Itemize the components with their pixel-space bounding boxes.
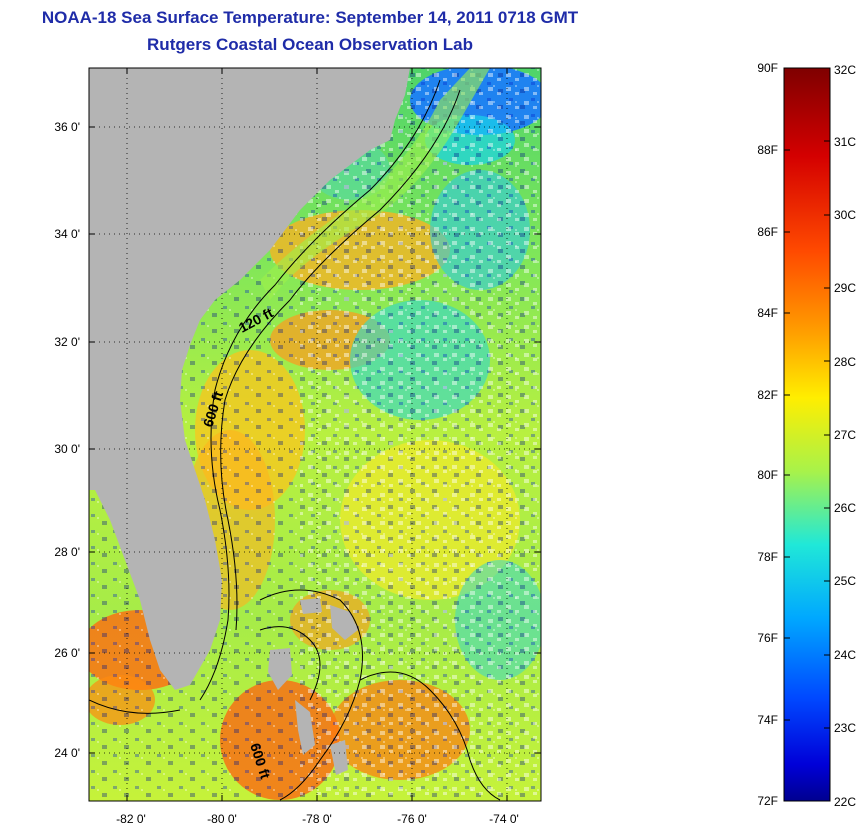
map-content: 120 ft 600 ft 600 ft [89,68,541,801]
lat-label: 36 0' [54,120,80,134]
bathymetry-contours [89,79,501,801]
latitude-labels: 36 0' 34 0' 32 0' 30 0' 28 0' 26 0' 24 0… [54,120,80,760]
lat-label: 26 0' [54,646,80,660]
colorbar-ramp [784,68,830,801]
colorbar-f-label: 90F [757,61,778,75]
colorbar-c-label: 32C [834,63,856,77]
lon-label: -80 0' [207,812,237,826]
colorbar-f-label: 72F [757,794,778,808]
colorbar-c-label: 25C [834,574,856,588]
colorbar-f-label: 86F [757,225,778,239]
colorbar-f-label: 74F [757,713,778,727]
lat-label: 24 0' [54,746,80,760]
colorbar-c-label: 23C [834,721,856,735]
colorbar-f-label: 78F [757,550,778,564]
colorbar-f-label: 76F [757,631,778,645]
colorbar-c-label: 28C [834,355,856,369]
temperature-colorbar: 90F 88F 86F 84F 82F 80F 78F 76F 74F 72F … [757,61,856,809]
lon-label: -74 0' [489,812,519,826]
colorbar-fahrenheit-labels: 90F 88F 86F 84F 82F 80F 78F 76F 74F 72F [757,61,778,808]
lat-label: 34 0' [54,227,80,241]
colorbar-f-label: 82F [757,388,778,402]
graticule [89,68,541,801]
lon-label: -76 0' [397,812,427,826]
lon-label: -82 0' [116,812,146,826]
colorbar-c-label: 29C [834,281,856,295]
colorbar-f-label: 84F [757,306,778,320]
lat-label: 30 0' [54,442,80,456]
colorbar-celsius-labels: 32C 31C 30C 29C 28C 27C 26C 25C 24C 23C … [834,63,856,809]
north-america-land [89,68,410,690]
colorbar-f-label: 88F [757,143,778,157]
colorbar-c-label: 27C [834,428,856,442]
longitude-labels: -82 0' -80 0' -78 0' -76 0' -74 0' [116,812,519,826]
colorbar-f-label: 80F [757,468,778,482]
map-frame [88,67,542,802]
map-title: NOAA-18 Sea Surface Temperature: Septemb… [41,8,579,27]
lat-label: 28 0' [54,545,80,559]
map-subtitle: Rutgers Coastal Ocean Observation Lab [147,35,473,54]
axis-ticks [89,68,541,801]
colorbar-c-label: 26C [834,501,856,515]
bahamas-land [268,598,358,775]
colorbar-c-label: 30C [834,208,856,222]
lat-label: 32 0' [54,335,80,349]
colorbar-c-label: 31C [834,135,856,149]
lon-label: -78 0' [302,812,332,826]
colorbar-c-label: 22C [834,795,856,809]
colorbar-c-label: 24C [834,648,856,662]
